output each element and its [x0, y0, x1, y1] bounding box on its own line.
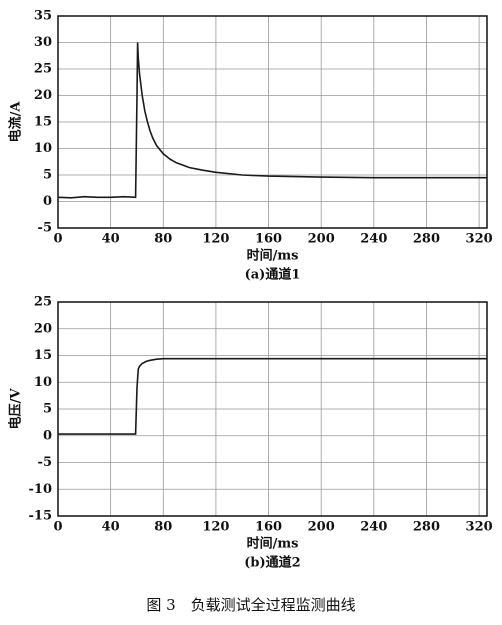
x-tick-label: 0 — [53, 232, 62, 247]
x-tick-label: 320 — [466, 232, 493, 247]
y-tick-label: 35 — [34, 9, 52, 24]
x-tick-label: 80 — [154, 232, 172, 247]
y-tick-label: 25 — [34, 295, 52, 310]
x-tick-label: 160 — [255, 520, 282, 535]
y-tick-label: 0 — [43, 194, 52, 209]
plot-frame — [57, 301, 488, 517]
x-tick-label: 320 — [466, 520, 493, 535]
x-tick-label: 200 — [308, 232, 335, 247]
y-tick-label: 15 — [34, 348, 52, 363]
y-tick-label: 20 — [34, 88, 52, 103]
x-tick-label: 80 — [154, 520, 172, 535]
figure-caption: 图 3 负载测试全过程监测曲线 — [146, 596, 355, 614]
y-tick-label: 10 — [34, 375, 52, 390]
x-tick-label: 280 — [413, 520, 440, 535]
x-tick-label: 120 — [202, 520, 229, 535]
y-tick-label: 20 — [34, 321, 52, 336]
x-tick-label: 240 — [360, 232, 387, 247]
y-tick-label: -5 — [38, 221, 52, 236]
x-axis-label: 时间/ms — [247, 248, 299, 264]
x-tick-label: 120 — [202, 232, 229, 247]
y-tick-label: 10 — [34, 141, 52, 156]
y-tick-label: 0 — [43, 428, 52, 443]
data-line — [58, 357, 487, 435]
y-axis-label: 电压/V — [8, 388, 24, 430]
x-tick-label: 200 — [308, 520, 335, 535]
y-tick-label: -10 — [29, 482, 53, 497]
y-tick-label: 30 — [34, 35, 52, 50]
x-axis-label: 时间/ms — [247, 536, 299, 552]
plot-frame — [57, 15, 488, 229]
x-tick-label: 40 — [102, 520, 120, 535]
y-tick-label: 25 — [34, 62, 52, 77]
y-tick-label: 5 — [43, 168, 52, 183]
y-axis-label: 电流/A — [8, 101, 24, 143]
y-tick-label: -5 — [38, 455, 52, 470]
y-tick-label: 5 — [43, 402, 52, 417]
y-tick-label: 15 — [34, 115, 52, 130]
y-tick-label: -15 — [29, 509, 53, 524]
subtitle: (a)通道1 — [245, 267, 301, 283]
x-tick-label: 160 — [255, 232, 282, 247]
x-tick-label: 240 — [360, 520, 387, 535]
x-tick-label: 40 — [102, 232, 120, 247]
x-tick-label: 0 — [53, 520, 62, 535]
x-tick-label: 280 — [413, 232, 440, 247]
data-line — [57, 42, 487, 199]
subtitle: (b)通道2 — [244, 555, 300, 571]
